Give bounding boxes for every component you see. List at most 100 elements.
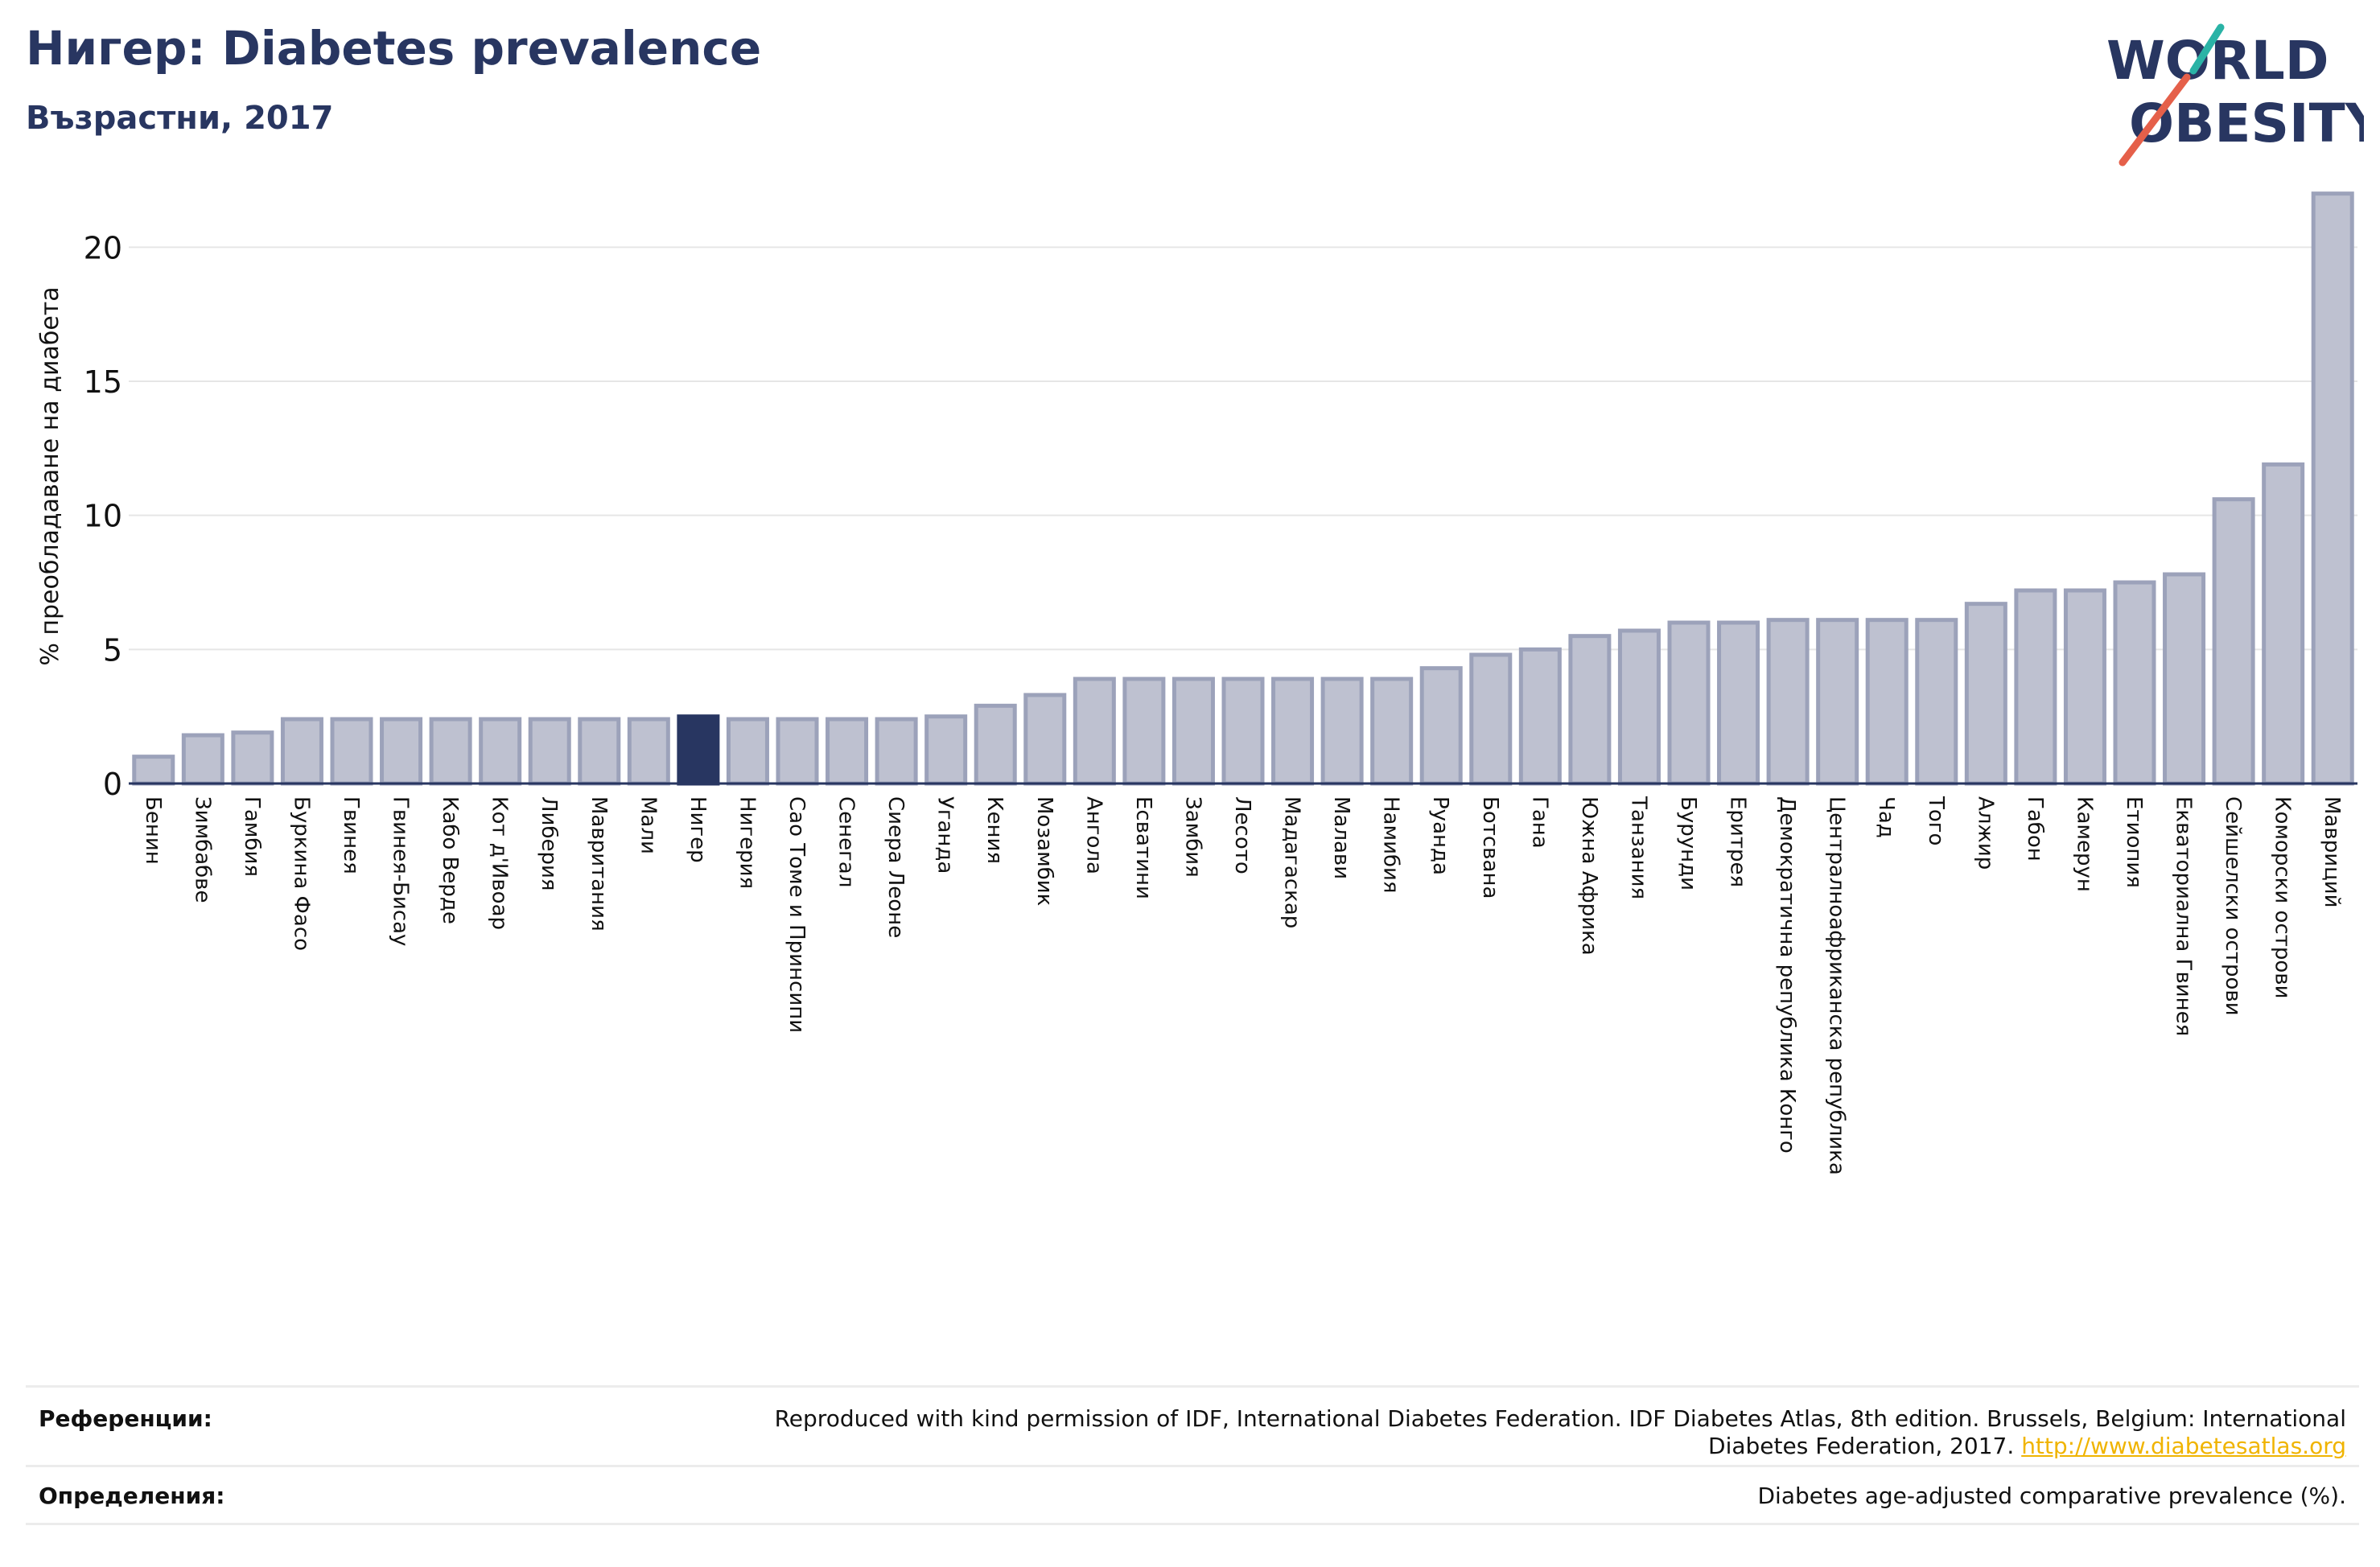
x-tick-label: Зимбабве	[190, 796, 214, 903]
bar	[677, 714, 720, 786]
x-tick-label: Замбия	[1180, 796, 1204, 878]
y-tick-label: 15	[84, 364, 122, 400]
bar	[1766, 618, 1810, 786]
x-tick-label: Мали	[636, 796, 660, 854]
x-tick-label: Чад	[1874, 796, 1898, 838]
x-tick-label: Есватини	[1131, 796, 1155, 899]
bar	[1320, 677, 1364, 786]
x-tick-label: Лесото	[1230, 796, 1254, 874]
x-tick-label: Нигерия	[735, 796, 759, 889]
x-tick-label: Намибия	[1379, 796, 1403, 894]
x-tick-label: Сейшелски острови	[2221, 796, 2245, 1016]
bar	[528, 717, 571, 786]
bar	[181, 733, 224, 786]
definitions-text: Diabetes age-adjusted comparative preval…	[1757, 1483, 2347, 1509]
references-row: Референции: Reproduced with kind permiss…	[26, 1385, 2359, 1467]
definitions-row: Определения: Diabetes age-adjusted compa…	[26, 1465, 2359, 1525]
x-tick-label: Кения	[982, 796, 1007, 864]
bar	[1518, 647, 1562, 786]
references-text-line2-text: Diabetes Federation, 2017.	[1708, 1433, 2015, 1459]
bar	[330, 717, 373, 786]
bar	[1915, 618, 1958, 786]
x-tick-label: Габон	[2023, 796, 2047, 862]
bar	[132, 755, 175, 786]
x-tick-label: Малави	[1329, 796, 1353, 879]
bar-chart: 0 5 10 15 20 Бенин Зимбабве Гамбия Буркина Фасо Г…	[36, 191, 2357, 1175]
bar	[2163, 572, 2206, 786]
bar	[1271, 677, 1315, 786]
x-tick-label: Мозамбик	[1032, 796, 1056, 906]
bar	[1717, 620, 1760, 786]
bar	[1568, 634, 1612, 786]
bar	[924, 714, 968, 786]
x-tick-label: Кабо Верде	[438, 796, 462, 924]
bar	[2113, 580, 2156, 786]
bar	[1023, 693, 1067, 786]
world-obesity-logo: WORLD OBESITY	[2106, 23, 2364, 167]
bar	[2212, 497, 2255, 786]
y-tick-label: 20	[84, 230, 122, 265]
bar	[1073, 677, 1116, 786]
x-tick-label: Сенегал	[834, 796, 859, 887]
axes: 0 5 10 15 20 Бенин Зимбабве Гамбия Буркина Фасо Г…	[84, 230, 2357, 1175]
bar	[2311, 191, 2354, 786]
x-tick-label: Танзания	[1626, 796, 1650, 899]
x-tick-label: Кот д'Ивоар	[488, 796, 512, 930]
definitions-label: Определения:	[39, 1483, 225, 1509]
bar	[726, 717, 769, 786]
bar	[1667, 620, 1711, 786]
references-link[interactable]: http://www.diabetesatlas.org	[2021, 1433, 2346, 1459]
references-text-line2: Diabetes Federation, 2017. http://www.di…	[496, 1433, 2346, 1460]
references-text: Reproduced with kind permission of IDF, …	[496, 1405, 2346, 1460]
x-tick-label: Южна Африка	[1577, 796, 1601, 956]
bar	[1816, 618, 1859, 786]
bar	[974, 703, 1017, 786]
x-tick-label: Сиера Леоне	[883, 796, 908, 938]
y-tick-label: 10	[84, 499, 122, 534]
references-text-line1: Reproduced with kind permission of IDF, …	[774, 1405, 2346, 1432]
bar	[1419, 666, 1463, 786]
x-tick-label: Еритрея	[1726, 796, 1750, 887]
x-tick-label: Гвинея	[339, 796, 363, 874]
bars	[132, 191, 2354, 786]
bar	[231, 730, 274, 786]
bar	[826, 717, 869, 786]
x-tick-label: Коморски острови	[2271, 796, 2295, 999]
x-tick-label: Буркина Фасо	[289, 796, 313, 951]
x-tick-label: Уганда	[933, 796, 957, 874]
bar	[1865, 618, 1909, 786]
x-tick-label: Централноафриканска република	[1825, 796, 1849, 1175]
x-tick-label: Алжир	[1973, 796, 1997, 870]
y-tick-label: 0	[103, 767, 122, 802]
x-tick-label: Руанда	[1428, 796, 1452, 875]
bar	[479, 717, 522, 786]
x-tick-label: Етиопия	[2122, 796, 2146, 888]
bar	[2063, 588, 2106, 786]
bar	[1221, 677, 1265, 786]
bar	[578, 717, 621, 786]
bar	[776, 717, 819, 786]
logo-slash-coral	[2119, 73, 2191, 167]
x-tick-label: Гамбия	[240, 796, 264, 877]
page-subtitle: Възрастни, 2017	[26, 100, 334, 137]
bar	[2262, 462, 2305, 786]
bar	[1964, 602, 2007, 786]
x-tick-label: Бурунди	[1676, 796, 1700, 890]
bar	[1171, 677, 1215, 786]
y-tick-label: 5	[103, 632, 122, 668]
bar	[875, 717, 918, 786]
bar	[380, 717, 423, 786]
x-tick-label: Либерия	[537, 796, 561, 891]
bar	[1617, 628, 1661, 786]
x-tick-label: Мавритания	[587, 796, 611, 932]
page-title: Нигер: Diabetes prevalence	[26, 21, 762, 76]
x-tick-label: Сао Томе и Принсипи	[784, 796, 809, 1033]
x-tick-label: Того	[1924, 796, 1948, 845]
bar	[1370, 677, 1414, 786]
bar	[2014, 588, 2057, 786]
x-tick-label: Ботсвана	[1478, 796, 1502, 899]
references-label: Референции:	[39, 1405, 212, 1432]
x-tick-label: Демократична република Конго	[1775, 796, 1799, 1154]
y-axis-label: % преобладаване на диабета	[36, 286, 64, 665]
x-tick-label: Мадагаскар	[1280, 796, 1304, 928]
